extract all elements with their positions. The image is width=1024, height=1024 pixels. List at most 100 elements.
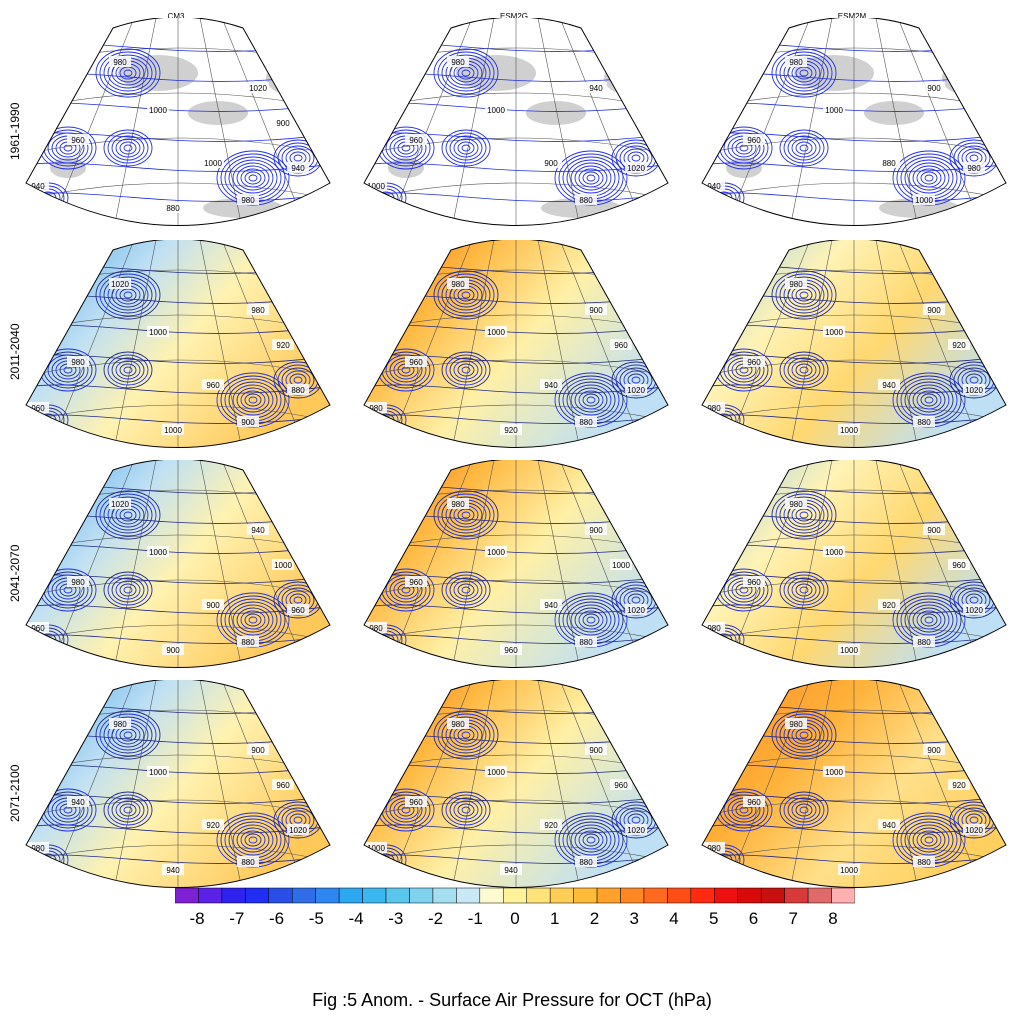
contour-label-background bbox=[540, 379, 562, 390]
colorbar-tick-label: 3 bbox=[630, 909, 639, 928]
contour-label-background bbox=[405, 796, 427, 807]
map-sector-outline bbox=[363, 240, 669, 448]
contour-label: 980 bbox=[967, 164, 981, 173]
isobar-contour bbox=[457, 803, 475, 817]
isobar-contour bbox=[775, 493, 833, 537]
isobar-contour bbox=[779, 54, 829, 92]
contour-label-background bbox=[405, 134, 427, 145]
contour-label: 960 bbox=[952, 561, 966, 570]
isobar-contour bbox=[779, 791, 829, 829]
isobar-contour bbox=[248, 616, 258, 624]
contour-label: 880 bbox=[579, 638, 593, 647]
isobar-contour bbox=[248, 836, 258, 844]
contour-label-background bbox=[838, 424, 860, 435]
isobar-contour bbox=[578, 390, 604, 410]
land-mask bbox=[526, 101, 586, 125]
map-sector-outline bbox=[25, 680, 331, 888]
contour-label: 960 bbox=[747, 578, 761, 587]
isobar-contour bbox=[433, 48, 499, 98]
isobar-contour bbox=[461, 806, 471, 814]
isobar-contour bbox=[445, 132, 487, 164]
isobar-contour bbox=[457, 141, 475, 155]
contour-label: 1000 bbox=[204, 159, 222, 168]
colorbar-swatch bbox=[456, 887, 481, 904]
meridian-line bbox=[537, 240, 585, 448]
isobar-contour bbox=[232, 604, 274, 636]
colorbar-swatch bbox=[573, 887, 598, 904]
map-panel: 1000 980 960 940 1020 1000 980 940 900 880 bbox=[8, 18, 348, 233]
contour-label-background bbox=[878, 157, 900, 168]
contour-label: 1000 bbox=[487, 768, 505, 777]
isobar-contour bbox=[783, 574, 825, 606]
contour-label-background bbox=[500, 424, 522, 435]
isobar-contour bbox=[26, 603, 330, 614]
contour-label: 980 bbox=[789, 720, 803, 729]
contour-label-background bbox=[823, 766, 845, 777]
contour-label: 980 bbox=[451, 58, 465, 67]
meridian-line bbox=[875, 18, 923, 226]
isobar-contour bbox=[582, 613, 600, 627]
isobar-contour bbox=[924, 396, 934, 404]
meridian-line bbox=[199, 680, 247, 888]
contour-label-background bbox=[948, 559, 970, 570]
isobar-contour bbox=[783, 794, 825, 826]
isobar-contour bbox=[461, 144, 471, 152]
contour-label-background bbox=[202, 599, 224, 610]
contour-label: 960 bbox=[747, 136, 761, 145]
isobar-contour bbox=[453, 580, 479, 600]
isobar-contour bbox=[795, 803, 813, 817]
isobar-contour bbox=[433, 490, 499, 540]
isobar-contour bbox=[236, 387, 270, 413]
contour-label: 980 bbox=[789, 280, 803, 289]
isobar-contour bbox=[26, 161, 330, 172]
contour-label-background bbox=[447, 278, 469, 289]
contour-label-background bbox=[405, 356, 427, 367]
contour-label-background bbox=[405, 576, 427, 587]
contour-label: 960 bbox=[409, 358, 423, 367]
contour-label-background bbox=[67, 796, 89, 807]
colorbar-swatch bbox=[714, 887, 739, 904]
isobar-contour bbox=[240, 830, 266, 850]
map-panel-graphic: 1000 980 960 940 1020 1000 980 940 900 880 bbox=[25, 18, 331, 226]
colorbar-graphic: -8 -7 -6 -5 -4 -3 -2 -1 0 1 2 3 4 5 6 7 8 bbox=[174, 887, 856, 928]
parallel-line bbox=[702, 624, 1006, 646]
contour-label-background bbox=[963, 824, 985, 835]
isobar-contour bbox=[119, 363, 137, 377]
parallel-line bbox=[364, 844, 668, 866]
land-mask bbox=[266, 62, 310, 94]
contour-label: 920 bbox=[544, 821, 558, 830]
isobar-contour bbox=[103, 791, 153, 829]
contour-label-background bbox=[147, 546, 169, 557]
contour-label: 1000 bbox=[487, 328, 505, 337]
contour-label-background bbox=[247, 82, 269, 93]
contour-label-background bbox=[272, 559, 294, 570]
isobar-contour bbox=[920, 833, 938, 847]
isobar-contour bbox=[119, 583, 137, 597]
parallel-line bbox=[702, 404, 1006, 426]
isobar-contour bbox=[799, 144, 809, 152]
contour-label-background bbox=[202, 157, 224, 168]
contour-label: 1020 bbox=[627, 386, 645, 395]
contour-label-background bbox=[948, 339, 970, 350]
isobar-contour bbox=[103, 129, 153, 167]
isobar-contour bbox=[445, 794, 487, 826]
contour-label: 940 bbox=[544, 601, 558, 610]
contour-label-background bbox=[610, 339, 632, 350]
contour-label: 960 bbox=[409, 798, 423, 807]
isobar-contour bbox=[631, 154, 641, 162]
isobar-contour bbox=[437, 713, 495, 757]
contour-label: 1000 bbox=[840, 646, 858, 655]
map-panel: 1000 980 960 980 900 940 880 1020 920 1000 bbox=[684, 680, 1024, 895]
contour-label-background bbox=[963, 384, 985, 395]
isobar-contour bbox=[115, 138, 141, 158]
isobar-contour bbox=[232, 824, 274, 856]
isobar-contour bbox=[570, 162, 612, 194]
isobar-contour bbox=[364, 383, 668, 394]
isobar-contour bbox=[445, 574, 487, 606]
map-panel: 1000 980 960 940 900 880 1000 980 bbox=[684, 18, 1024, 233]
isobar-contour bbox=[920, 393, 938, 407]
isobar-contour bbox=[123, 291, 133, 299]
contour-label-background bbox=[485, 326, 507, 337]
contour-label-background bbox=[447, 56, 469, 67]
isobar-contour bbox=[969, 816, 979, 824]
